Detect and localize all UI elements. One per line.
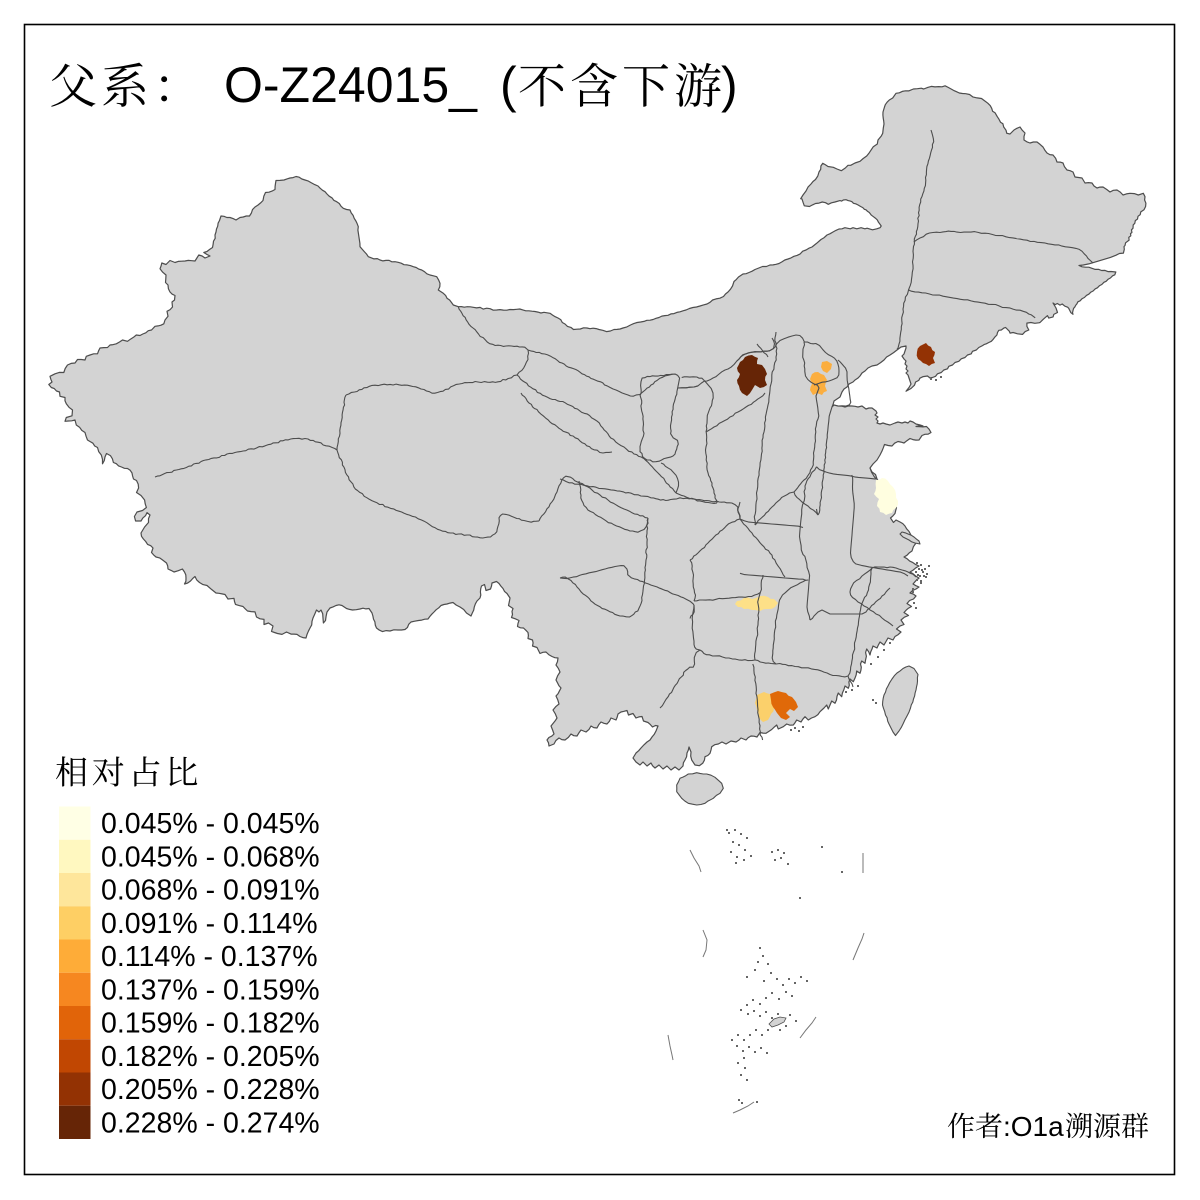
svg-text:O-Z24015_: O-Z24015_ <box>224 57 478 113</box>
svg-text:0.205% - 0.228%: 0.205% - 0.228% <box>101 1074 320 1106</box>
svg-text:(: ( <box>500 57 517 113</box>
svg-text:): ) <box>721 57 738 113</box>
svg-text:0.045% - 0.045%: 0.045% - 0.045% <box>101 808 320 840</box>
svg-text:0.114% - 0.137%: 0.114% - 0.137% <box>101 941 318 973</box>
svg-text:0.182% - 0.205%: 0.182% - 0.205% <box>101 1041 320 1073</box>
svg-text:0.228% - 0.274%: 0.228% - 0.274% <box>101 1107 320 1139</box>
svg-text:0.045% - 0.068%: 0.045% - 0.068% <box>101 841 320 873</box>
svg-text:0.159% - 0.182%: 0.159% - 0.182% <box>101 1008 320 1040</box>
svg-text::O1a: :O1a <box>1003 1111 1064 1142</box>
svg-text:0.137% - 0.159%: 0.137% - 0.159% <box>101 974 320 1006</box>
svg-text:0.091% - 0.114%: 0.091% - 0.114% <box>101 908 318 940</box>
svg-text:0.068% - 0.091%: 0.068% - 0.091% <box>101 875 320 907</box>
